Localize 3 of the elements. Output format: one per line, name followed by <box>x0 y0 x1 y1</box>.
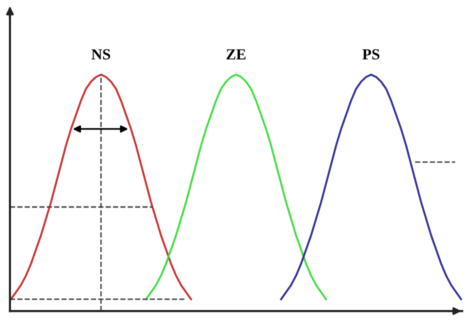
text: PS <box>362 49 380 60</box>
text: ZE <box>226 49 246 60</box>
text: NS <box>92 49 110 60</box>
